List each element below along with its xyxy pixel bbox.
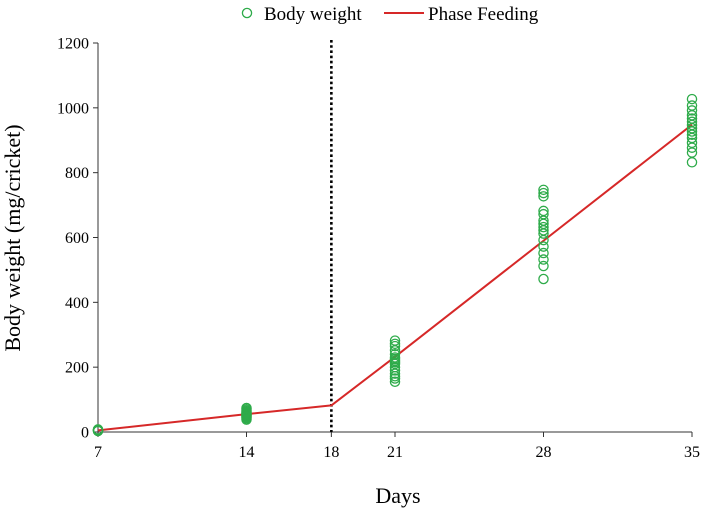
axes bbox=[93, 42, 693, 437]
x-axis-title: Days bbox=[375, 483, 420, 508]
body-weight-point bbox=[538, 221, 549, 233]
legend-body-weight-label: Body weight bbox=[264, 4, 362, 25]
body-weight-point bbox=[538, 273, 549, 285]
phase-feeding-series bbox=[97, 123, 693, 432]
y-tick-label: 800 bbox=[65, 165, 89, 182]
body-weight-point bbox=[686, 157, 698, 168]
body-weight-point bbox=[389, 376, 401, 387]
legend-body-weight-marker bbox=[241, 7, 253, 19]
body-weight-point bbox=[241, 402, 252, 414]
body-weight-point bbox=[538, 208, 549, 220]
body-weight-point bbox=[538, 205, 549, 217]
body-weight-point bbox=[686, 105, 698, 116]
x-tick-label: 14 bbox=[239, 444, 255, 461]
body-weight-point bbox=[686, 116, 698, 128]
body-weight-point bbox=[538, 247, 549, 259]
body-weight-point bbox=[538, 184, 549, 196]
body-weight-point bbox=[538, 187, 549, 199]
x-tick-label: 35 bbox=[684, 444, 700, 461]
x-tick-label: 21 bbox=[387, 444, 403, 461]
legend: Body weight Phase Feeding bbox=[241, 4, 539, 25]
body-weight-point bbox=[389, 335, 401, 346]
body-weight-point bbox=[686, 93, 698, 105]
body-weight-point bbox=[686, 113, 698, 124]
legend-phase-feeding-label: Phase Feeding bbox=[428, 4, 539, 25]
y-tick-label: 200 bbox=[65, 360, 89, 377]
y-axis-title: Body weight (mg/cricket) bbox=[0, 124, 25, 351]
body-weight-point bbox=[538, 241, 549, 252]
x-tick-label: 18 bbox=[323, 444, 339, 461]
body-weight-point bbox=[92, 425, 104, 436]
x-tick-label: 7 bbox=[94, 444, 102, 461]
tick-labels: 0 200 400 600 800 1000 1200 7 14 18 21 28 35 bbox=[57, 36, 700, 462]
y-tick-label: 1200 bbox=[57, 36, 89, 53]
body-weight-point bbox=[686, 100, 698, 111]
phase-feeding-line bbox=[97, 123, 693, 432]
body-weight-point bbox=[538, 254, 549, 265]
y-tick-label: 600 bbox=[65, 230, 89, 247]
y-tick-label: 1000 bbox=[57, 100, 89, 117]
body-weight-point bbox=[389, 338, 401, 350]
y-tick-label: 400 bbox=[65, 295, 89, 312]
y-tick-label: 0 bbox=[81, 425, 89, 442]
body-weight-point bbox=[389, 352, 401, 363]
body-weight-point bbox=[686, 137, 698, 149]
body-weight-point bbox=[538, 260, 549, 272]
body-weight-series bbox=[92, 93, 698, 437]
x-tick-label: 28 bbox=[536, 444, 552, 461]
body-weight-point bbox=[538, 191, 549, 202]
body-weight-point bbox=[389, 348, 401, 360]
